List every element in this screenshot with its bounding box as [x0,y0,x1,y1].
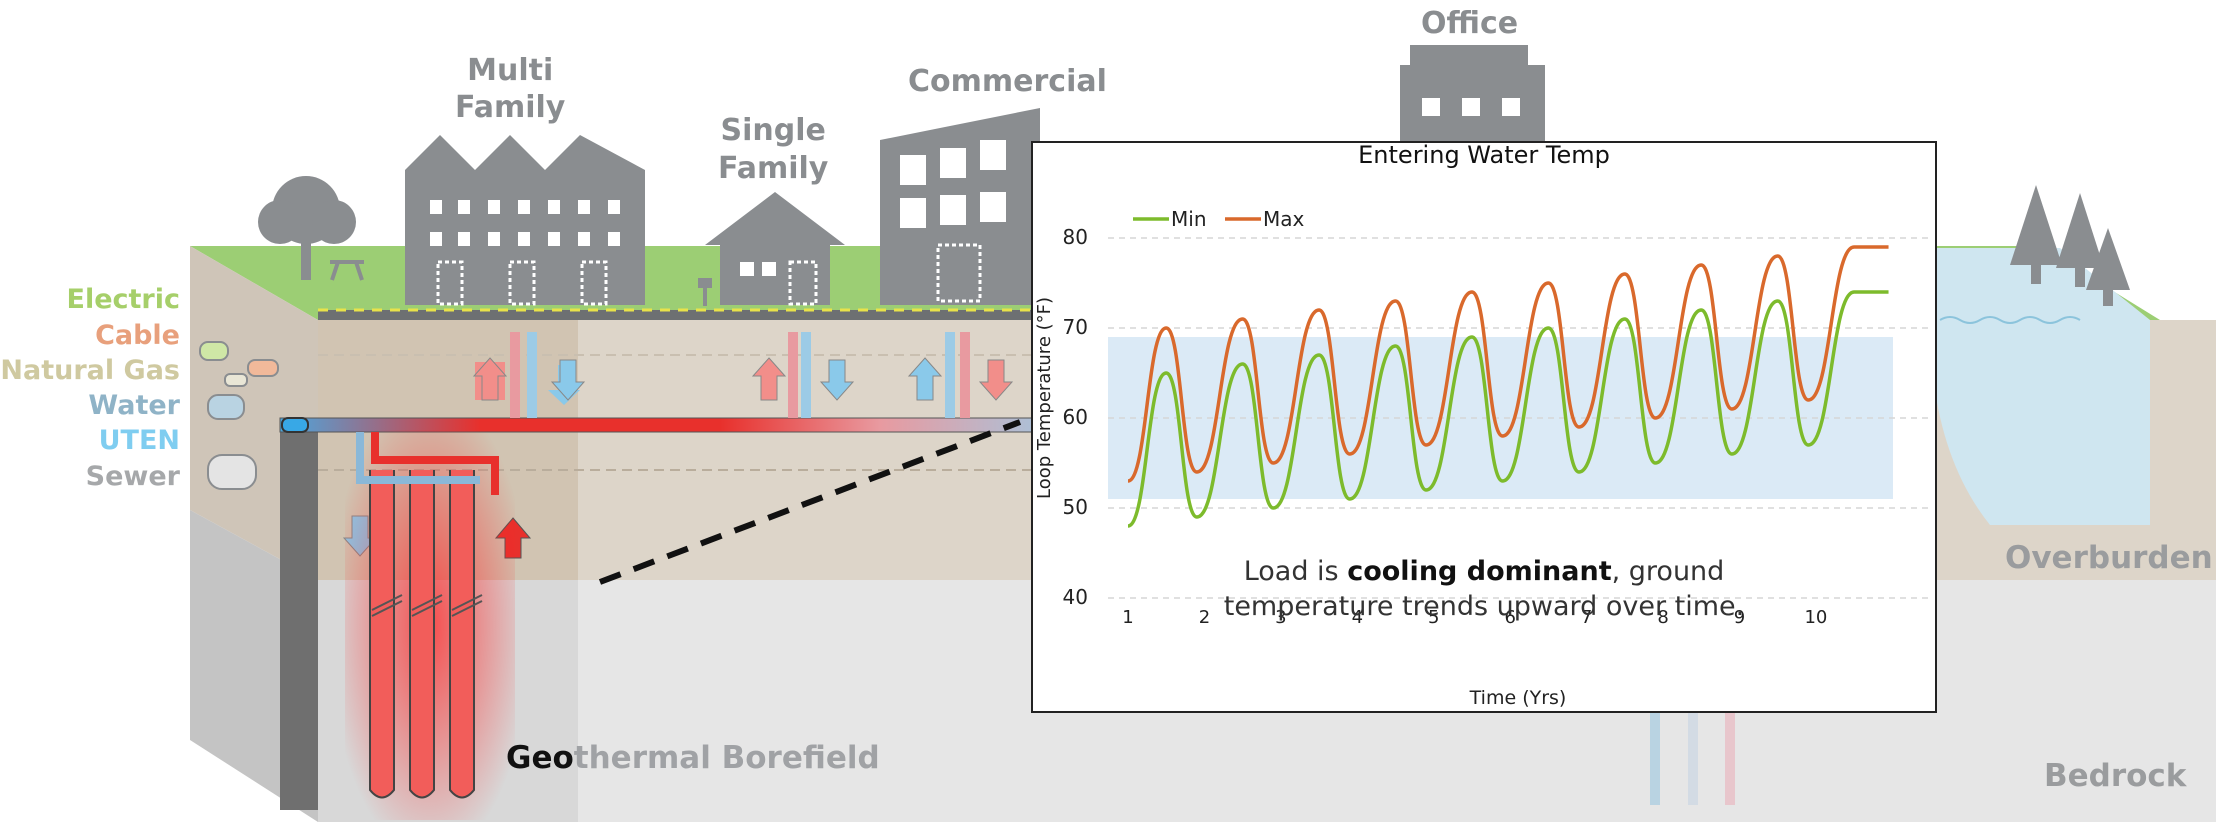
bedrock-label: Bedrock [2044,758,2187,794]
y-tick-label: 80 [1063,225,1088,249]
borefield-label-prefix: Geo [506,740,574,776]
commercial-building [880,108,1040,305]
entering-water-temp-chart: 40 50 60 70 80 1 2 3 4 5 6 7 8 9 10 Entering Water Temp… [1031,141,1937,713]
tree-icon [258,176,356,280]
x-tick-label: 10 [1804,607,1827,628]
chart-title: Entering Water Temp [1358,143,1610,169]
utility-label-electric: Electric [66,284,181,315]
x-tick-label: 2 [1199,607,1210,628]
y-axis-label: Loop Temperature (°F) [1034,297,1055,499]
multi-family-label: Multi Family [455,53,566,125]
chart-leader-line [598,419,1022,585]
utility-label-uten: UTEN [98,425,180,456]
chart-canvas: 40 50 60 70 80 1 2 3 4 5 6 7 8 9 10 Entering Water Temp… [1034,143,1933,709]
office-building [1400,45,1545,145]
y-tick-label: 70 [1063,315,1088,339]
y-tick-label: 60 [1063,405,1088,429]
single-family-building [698,192,845,306]
x-tick-label: 6 [1504,607,1515,628]
annotation-line-1: Load is cooling dominant, ground [1244,556,1725,587]
pine-trees-icon [2010,185,2130,306]
utility-label-cable: Cable [95,320,180,351]
x-tick-label: 4 [1352,607,1363,628]
series-line-max [1127,245,1889,483]
multi-family-building [405,135,645,306]
uten-main-pipe [279,417,1081,433]
office-label: Office [1421,6,1519,41]
x-tick-label: 9 [1734,607,1745,628]
x-tick-label: 3 [1275,607,1286,628]
utility-label-natural-gas: Natural Gas [0,355,180,386]
series-line-min [1127,290,1889,528]
borefield-label-suffix: thermal Borefield [573,740,880,776]
y-tick-label: 40 [1063,585,1088,609]
x-tick-label: 5 [1428,607,1439,628]
y-tick-label: 50 [1063,495,1088,519]
utility-label-sewer: Sewer [85,461,180,492]
up-arrow-icon [472,357,787,401]
up-arrow-icon [907,357,943,401]
utility-conduits [199,341,279,490]
commercial-label: Commercial [908,64,1107,99]
legend-label-min: Min [1171,207,1207,231]
legend-label-max: Max [1263,207,1305,231]
utility-label-water: Water [88,390,180,421]
single-family-label: Single Family [718,113,829,186]
down-arrow-icon [978,359,1014,401]
borefield-loops [356,432,499,799]
x-axis-label: Time (Yrs) [1469,687,1567,709]
picnic-table-icon [330,260,364,281]
annotation-line-2: temperature trends upward over time. [1224,591,1745,622]
x-tick-label: 7 [1581,607,1592,628]
borefield-label: Geothermal Borefield [506,740,880,776]
road-surface [318,310,1080,322]
x-tick-label: 8 [1657,607,1668,628]
x-tick-label: 1 [1122,607,1133,628]
overburden-label: Overburden [2005,540,2213,576]
